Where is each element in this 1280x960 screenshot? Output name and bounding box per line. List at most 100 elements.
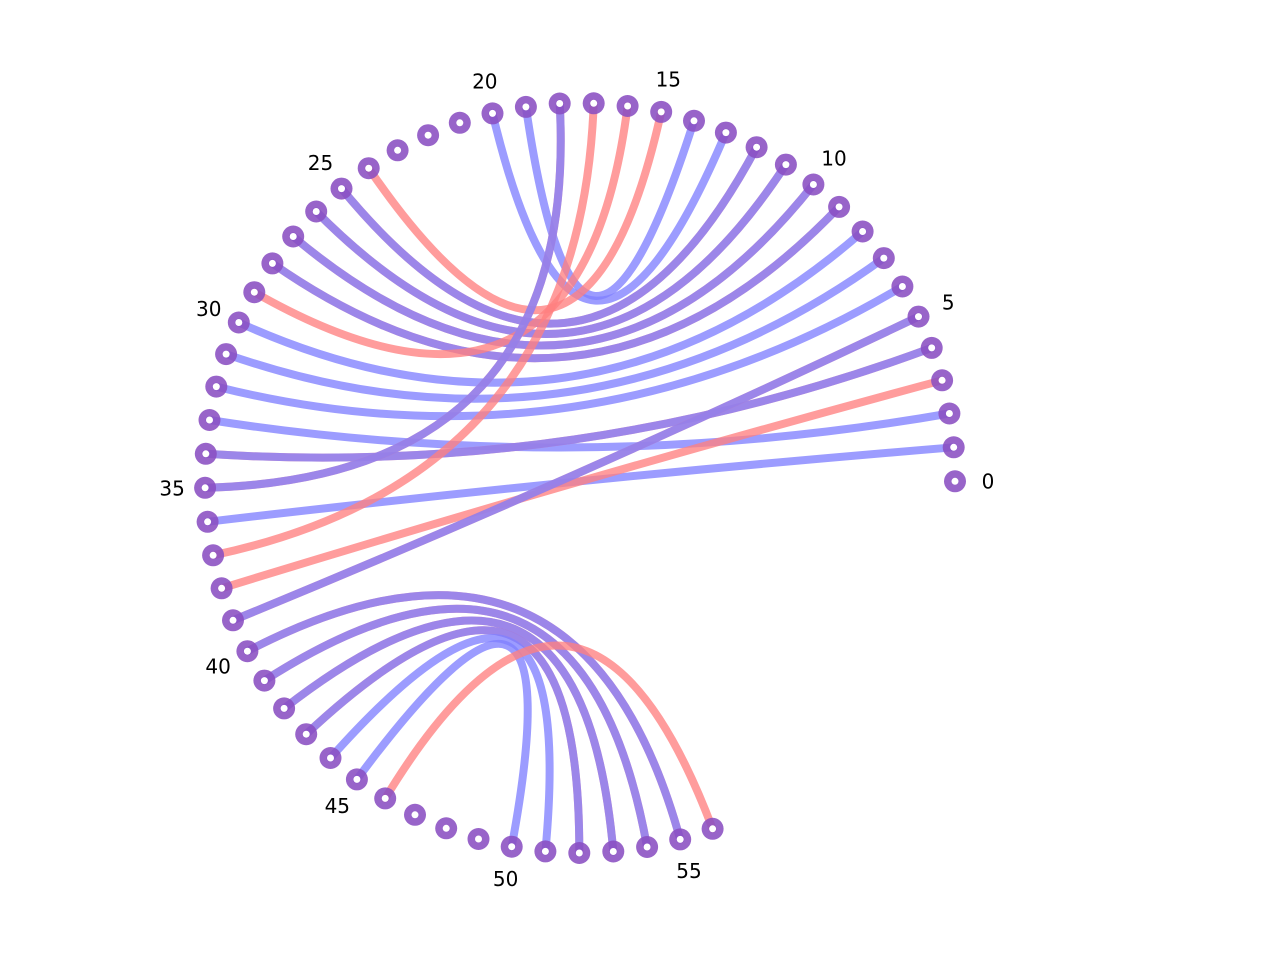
- node-19: [514, 95, 537, 118]
- node-43: [295, 723, 318, 746]
- node-10: [802, 173, 825, 196]
- node-33-center: [206, 416, 213, 424]
- node-29-center: [250, 288, 258, 296]
- edge-4-34-blue: [201, 343, 936, 462]
- node-35: [194, 476, 217, 499]
- node-label-10: 10: [821, 147, 846, 171]
- edge-3-38-red: [217, 376, 947, 593]
- edge-16-29-red: [250, 102, 632, 358]
- node-47-center: [411, 811, 419, 819]
- node-25-center: [338, 185, 345, 193]
- node-37: [202, 544, 225, 567]
- node-53-center: [609, 848, 617, 855]
- node-15-center: [657, 108, 665, 116]
- node-20-center: [489, 109, 496, 117]
- node-35-center: [201, 484, 209, 492]
- node-33: [198, 409, 221, 431]
- node-4: [920, 336, 943, 359]
- node-46-center: [381, 794, 389, 802]
- edge-46-56-red: [381, 641, 717, 833]
- node-19-center: [522, 103, 530, 111]
- node-11: [774, 153, 797, 176]
- node-2: [938, 402, 961, 425]
- node-38-center: [218, 584, 226, 592]
- node-23-center: [394, 146, 402, 154]
- node-44: [319, 747, 342, 769]
- node-46: [374, 787, 397, 810]
- node-label-25: 25: [308, 151, 333, 175]
- node-label-50: 50: [493, 867, 518, 891]
- node-0: [944, 470, 966, 493]
- node-24-center: [365, 164, 373, 172]
- node-36-center: [204, 518, 212, 526]
- node-0-center: [951, 477, 959, 485]
- node-22-center: [424, 131, 432, 139]
- node-48: [435, 817, 458, 840]
- node-13-center: [722, 129, 730, 137]
- node-4-center: [928, 344, 936, 352]
- node-2-center: [945, 410, 953, 417]
- node-26-center: [312, 208, 320, 215]
- node-3: [931, 369, 954, 392]
- node-label-5: 5: [942, 290, 955, 314]
- node-36: [196, 510, 219, 533]
- node-53: [602, 840, 625, 863]
- node-30-center: [235, 319, 243, 326]
- edge-41-54-blue: [260, 604, 652, 851]
- node-label-35: 35: [159, 477, 184, 501]
- node-41: [253, 669, 276, 692]
- node-52: [568, 842, 591, 864]
- edge-18-35-blue: [201, 99, 565, 492]
- node-56: [701, 817, 724, 840]
- labels-layer: 0 5 10 15 20 25 30 35 40 45 50 55: [159, 68, 994, 892]
- node-26: [305, 200, 328, 223]
- node-7: [872, 247, 895, 270]
- node-48-center: [442, 824, 450, 832]
- edge-11-26-blue: [312, 160, 790, 338]
- edge-8-30-blue: [234, 227, 867, 387]
- node-40: [236, 640, 259, 663]
- node-1: [942, 436, 965, 459]
- edge-43-52-blue: [302, 626, 584, 857]
- node-16-center: [624, 102, 632, 110]
- node-45-center: [353, 775, 361, 783]
- node-55-center: [676, 835, 684, 843]
- node-label-15: 15: [656, 68, 681, 92]
- node-label-20: 20: [472, 69, 497, 93]
- node-50: [500, 835, 523, 858]
- node-38: [210, 577, 233, 600]
- node-44-center: [327, 754, 334, 762]
- node-32-center: [212, 383, 220, 391]
- node-32: [205, 375, 228, 398]
- node-5: [907, 305, 930, 328]
- node-56-center: [709, 825, 717, 833]
- node-39-center: [229, 616, 237, 624]
- node-34: [194, 442, 217, 465]
- edge-42-53-blue: [280, 616, 618, 856]
- node-49-center: [475, 835, 482, 843]
- node-45: [345, 768, 368, 791]
- edge-13-20-blue: [488, 109, 730, 305]
- node-29: [243, 281, 266, 304]
- node-24: [357, 157, 380, 180]
- node-13: [714, 121, 737, 144]
- node-12-center: [753, 143, 761, 151]
- node-8: [851, 220, 874, 243]
- node-10-center: [809, 181, 817, 188]
- node-15: [650, 100, 673, 123]
- edge-5-39-blue: [229, 312, 923, 625]
- node-23: [386, 139, 409, 162]
- node-30: [227, 311, 250, 334]
- node-label-45: 45: [325, 794, 350, 818]
- edge-12-25-blue: [337, 143, 761, 328]
- node-6: [891, 275, 914, 298]
- edge-44-51-blue: [326, 634, 554, 856]
- edge-7-31-blue: [222, 254, 888, 403]
- edge-45-50-blue: [352, 639, 532, 851]
- node-31-center: [222, 350, 230, 358]
- node-27-center: [289, 233, 297, 240]
- node-42: [273, 697, 296, 720]
- node-25: [330, 177, 353, 200]
- node-6-center: [898, 283, 906, 290]
- edges-layer: [201, 99, 958, 857]
